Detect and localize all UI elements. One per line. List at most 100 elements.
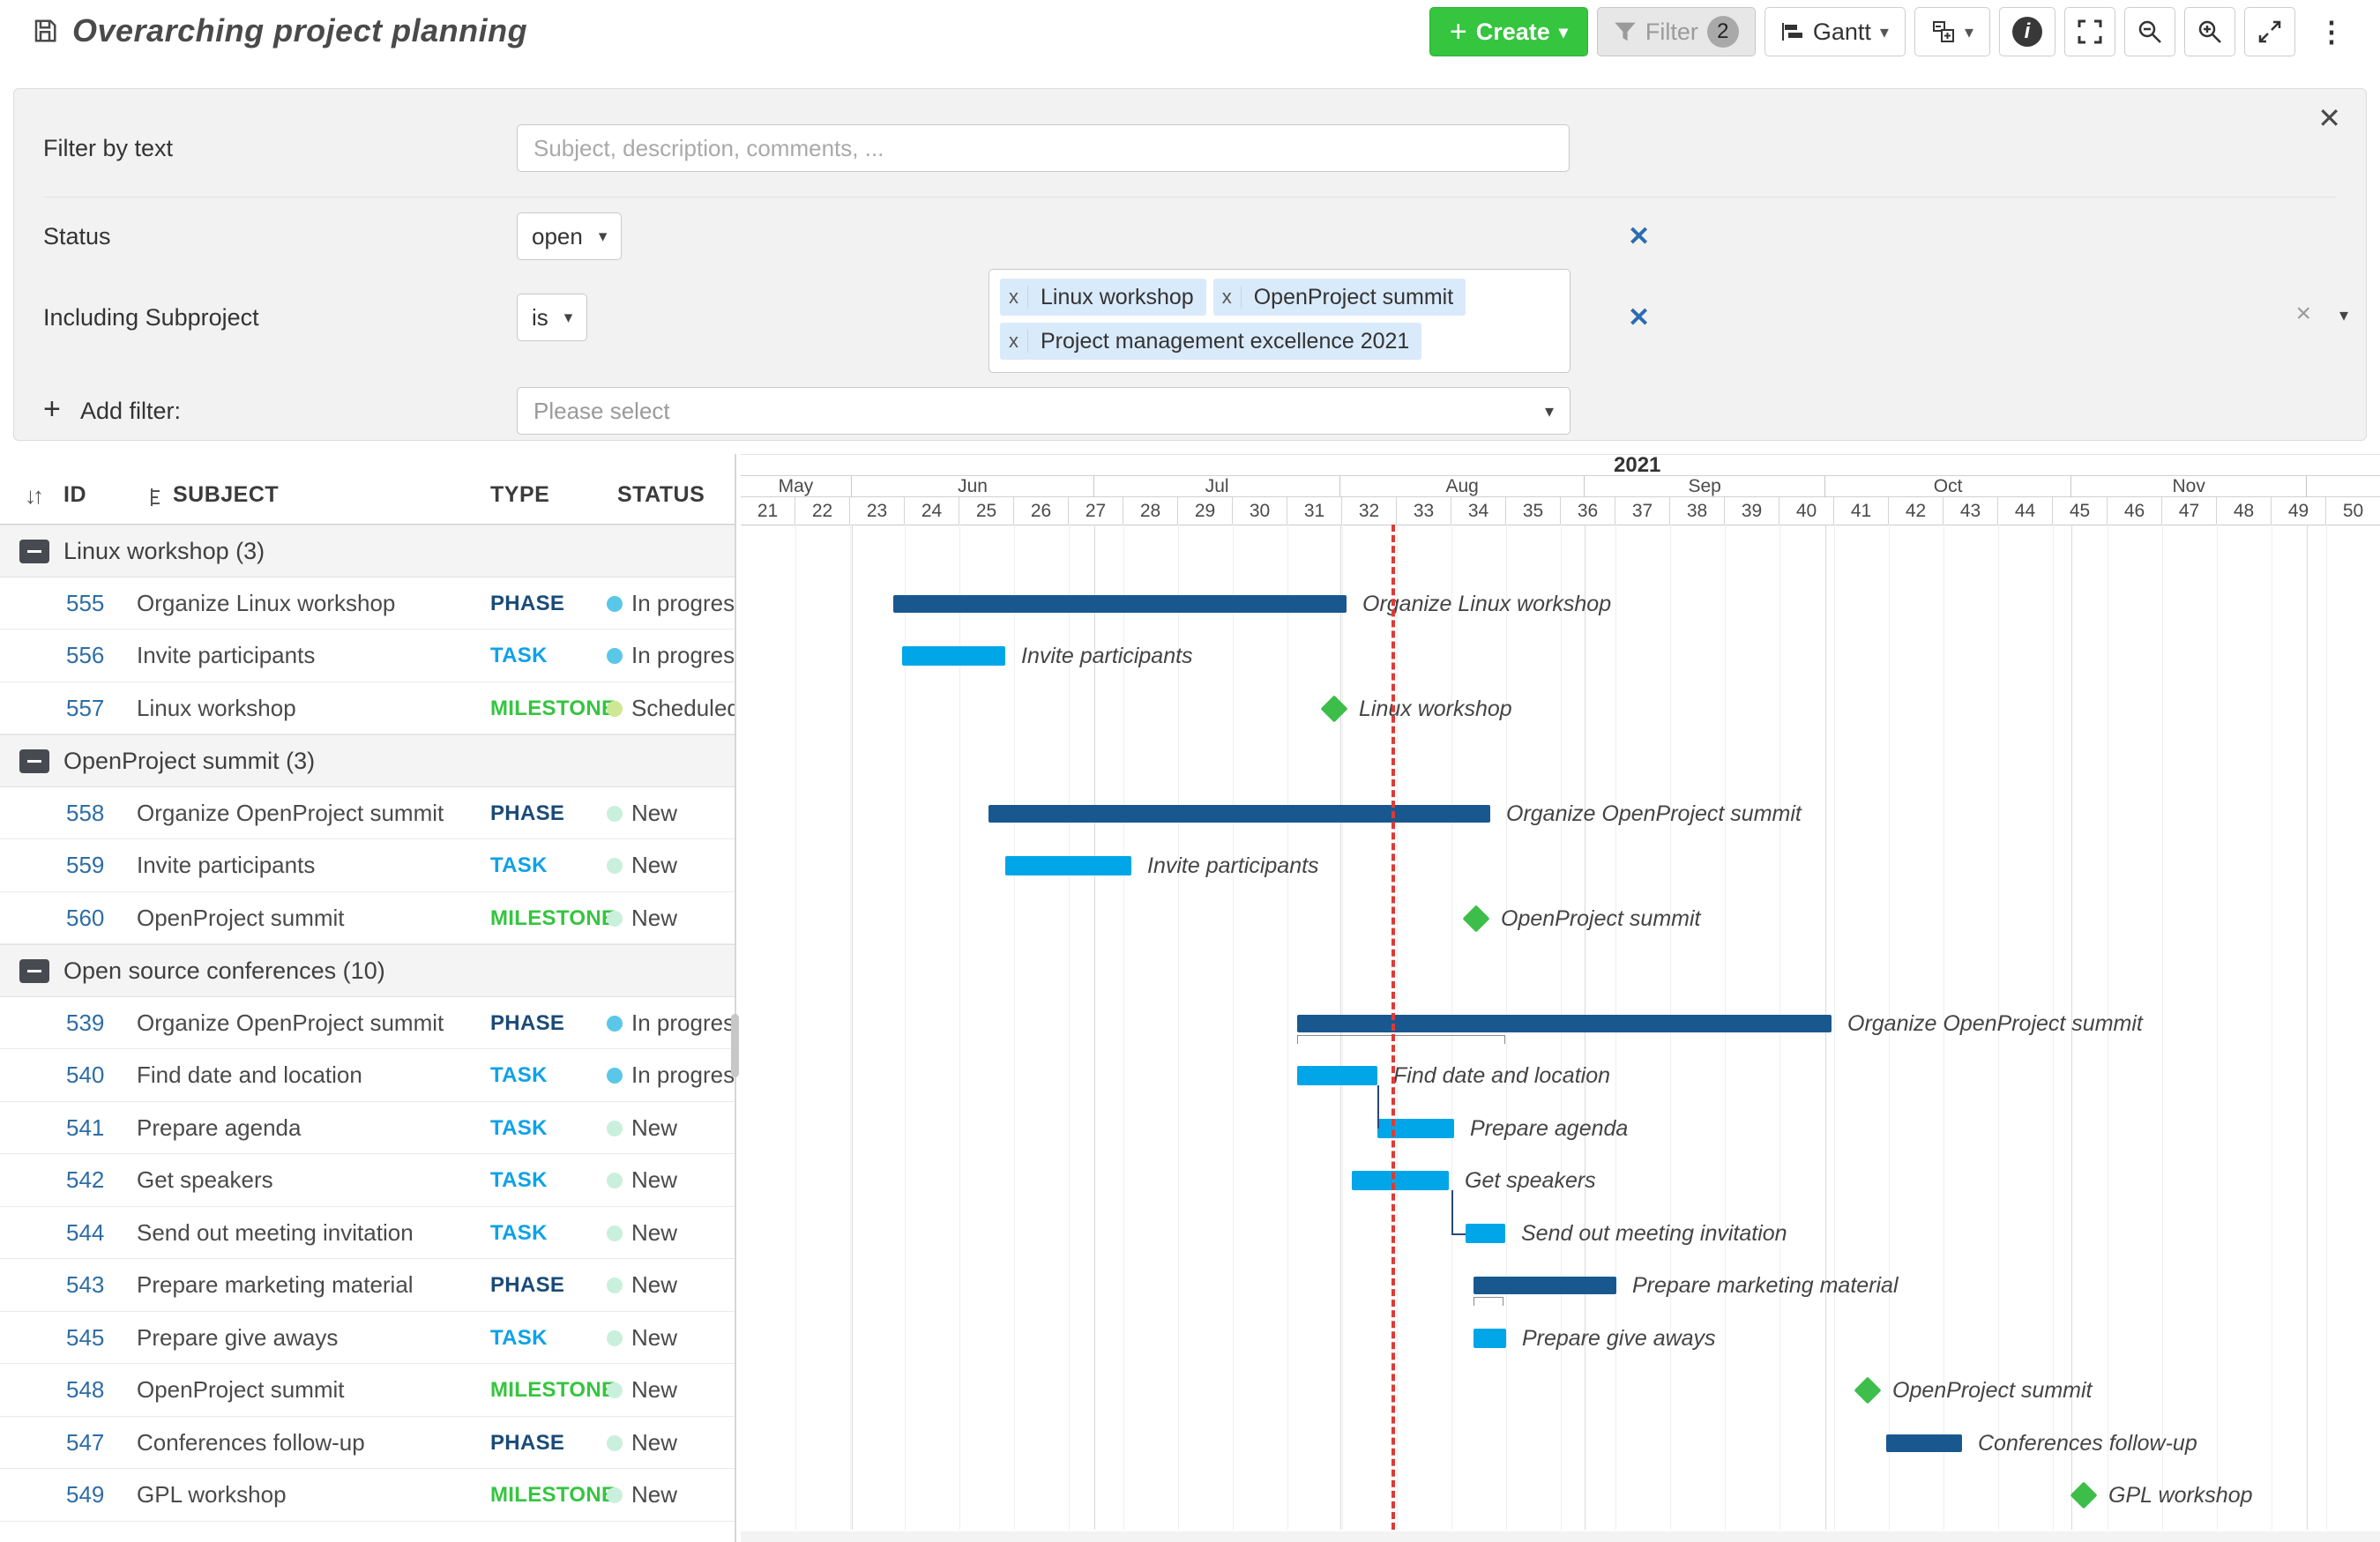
column-header-status[interactable]: STATUS [617, 482, 705, 507]
work-package-id-link[interactable]: 558 [66, 799, 105, 826]
status-operator-value: open [532, 222, 583, 250]
timeline-month-cell: Aug [1340, 476, 1585, 497]
collapse-group-icon[interactable] [19, 540, 49, 563]
kebab-menu-button[interactable]: ⋮ [2304, 7, 2359, 56]
work-package-id-link[interactable]: 542 [66, 1166, 105, 1193]
gantt-bar-task[interactable] [1474, 1328, 1506, 1348]
work-package-id-link[interactable]: 545 [66, 1323, 105, 1351]
display-mode-button[interactable]: ▾ [1914, 7, 1990, 56]
filter-button[interactable]: Filter 2 [1596, 7, 1756, 56]
table-row[interactable]: 557 Linux workshop MILESTONE Scheduled [0, 682, 735, 734]
timeline-week-cell: 30 [1233, 497, 1287, 525]
zoom-in-button[interactable] [2184, 7, 2235, 56]
table-row[interactable]: 544 Send out meeting invitation TASK New [0, 1206, 735, 1259]
chevron-down-icon[interactable]: ▾ [2339, 306, 2348, 325]
column-header-subject[interactable]: SUBJECT [173, 482, 280, 507]
gantt-bar-phase[interactable] [1297, 1014, 1832, 1032]
collapse-group-icon[interactable] [19, 959, 49, 983]
work-package-id-link[interactable]: 549 [66, 1481, 105, 1508]
timeline-week-cell: 23 [850, 497, 905, 525]
gantt-bar-task[interactable] [1377, 1118, 1454, 1138]
remove-subproject-filter-icon[interactable]: ✕ [1628, 303, 1651, 332]
vertical-scrollbar-thumb[interactable] [731, 1014, 739, 1077]
work-package-id-link[interactable]: 541 [66, 1114, 105, 1141]
work-package-id-link[interactable]: 555 [66, 589, 105, 616]
work-package-id-link[interactable]: 547 [66, 1428, 105, 1456]
table-row[interactable]: 549 GPL workshop MILESTONE New [0, 1469, 735, 1522]
work-package-type: PHASE [490, 801, 565, 825]
gantt-milestone-diamond[interactable] [1854, 1376, 1882, 1404]
work-package-id-link[interactable]: 544 [66, 1218, 105, 1246]
timeline-week-cell: 48 [2217, 497, 2272, 525]
gantt-bar-phase[interactable] [893, 594, 1347, 613]
hierarchy-icon[interactable] [150, 487, 164, 508]
gantt-bar-task[interactable] [1352, 1171, 1449, 1190]
work-package-type: TASK [490, 853, 548, 877]
info-button[interactable]: i [1999, 7, 2055, 56]
subproject-multiselect[interactable]: x Linux workshop x OpenProject summit x Proje… [989, 269, 1571, 373]
chip-remove-icon[interactable]: x [1213, 286, 1242, 309]
gantt-bar-task[interactable] [1466, 1223, 1505, 1243]
gantt-view-button[interactable]: Gantt ▾ [1764, 7, 1906, 56]
horizontal-scrollbar[interactable] [741, 1531, 2380, 1542]
clear-selection-icon[interactable]: × [2295, 299, 2311, 328]
work-package-id-link[interactable]: 543 [66, 1271, 105, 1298]
table-row[interactable]: 545 Prepare give aways TASK New [0, 1311, 735, 1364]
table-row[interactable]: 543 Prepare marketing material PHASE New [0, 1259, 735, 1312]
table-row[interactable]: 548 OpenProject summit MILESTONE New [0, 1364, 735, 1417]
subproject-operator-select[interactable]: is ▾ [517, 294, 588, 341]
add-filter-select[interactable]: Please select ▾ [517, 387, 1571, 435]
chip-remove-icon[interactable]: x [1000, 286, 1028, 309]
zoom-out-button[interactable] [2124, 7, 2175, 56]
table-row[interactable]: 560 OpenProject summit MILESTONE New [0, 891, 735, 944]
column-header-id[interactable]: ID [63, 482, 86, 507]
close-filter-icon[interactable]: ✕ [2317, 102, 2341, 134]
chip-remove-icon[interactable]: x [1000, 330, 1028, 353]
work-package-id-link[interactable]: 539 [66, 1009, 105, 1036]
gantt-milestone-diamond[interactable] [2070, 1481, 2098, 1509]
gantt-bar-label: Conferences follow-up [1978, 1430, 2197, 1456]
add-filter-placeholder: Please select [533, 397, 670, 424]
work-package-id-link[interactable]: 556 [66, 642, 105, 668]
collapse-group-icon[interactable] [19, 749, 49, 773]
group-row[interactable]: OpenProject summit (3) [0, 734, 735, 787]
remove-status-filter-icon[interactable]: ✕ [1628, 222, 1651, 251]
table-row[interactable]: 541 Prepare agenda TASK New [0, 1101, 735, 1154]
gantt-milestone-diamond[interactable] [1320, 694, 1348, 723]
zoom-auto-button[interactable] [2244, 7, 2295, 56]
group-row[interactable]: Open source conferences (10) [0, 944, 735, 997]
create-button[interactable]: + Create ▾ [1429, 7, 1588, 56]
work-package-id-link[interactable]: 560 [66, 904, 105, 931]
table-row[interactable]: 540 Find date and location TASK In progress [0, 1049, 735, 1102]
week-gridline [1233, 525, 1234, 1530]
table-row[interactable]: 547 Conferences follow-up PHASE New [0, 1416, 735, 1469]
fullscreen-corners-icon [2078, 19, 2102, 44]
gantt-bar-phase[interactable] [1474, 1277, 1616, 1294]
column-header-type[interactable]: TYPE [490, 482, 550, 507]
timeline-week-cell: 28 [1123, 497, 1178, 525]
table-row[interactable]: 539 Organize OpenProject summit PHASE In pr… [0, 996, 735, 1049]
gantt-bar-phase[interactable] [1886, 1434, 1962, 1452]
work-package-subject: Organize Linux workshop [137, 589, 396, 616]
gantt-bar-task[interactable] [902, 646, 1005, 666]
sort-icon[interactable]: ↓↑ [25, 482, 44, 509]
table-row[interactable]: 556 Invite participants TASK In progress [0, 629, 735, 682]
work-package-id-link[interactable]: 557 [66, 694, 105, 721]
group-row[interactable]: Linux workshop (3) [0, 525, 735, 577]
gantt-bar-task[interactable] [1005, 856, 1131, 875]
table-row[interactable]: 555 Organize Linux workshop PHASE In progre… [0, 577, 735, 629]
status-operator-select[interactable]: open ▾ [517, 212, 623, 260]
work-package-id-link[interactable]: 540 [66, 1062, 105, 1088]
work-package-id-link[interactable]: 548 [66, 1376, 105, 1403]
gantt-bar-phase[interactable] [989, 804, 1490, 823]
filter-text-input[interactable] [517, 124, 1570, 172]
work-package-id-link[interactable]: 559 [66, 852, 105, 878]
work-package-type: TASK [490, 1115, 548, 1140]
table-row[interactable]: 542 Get speakers TASK New [0, 1154, 735, 1207]
table-row[interactable]: 558 Organize OpenProject summit PHASE New [0, 786, 735, 839]
gantt-milestone-diamond[interactable] [1462, 904, 1490, 933]
gantt-bar-task[interactable] [1297, 1066, 1377, 1085]
table-row[interactable]: 559 Invite participants TASK New [0, 839, 735, 892]
save-icon[interactable] [32, 18, 58, 44]
fullscreen-button[interactable] [2064, 7, 2115, 56]
